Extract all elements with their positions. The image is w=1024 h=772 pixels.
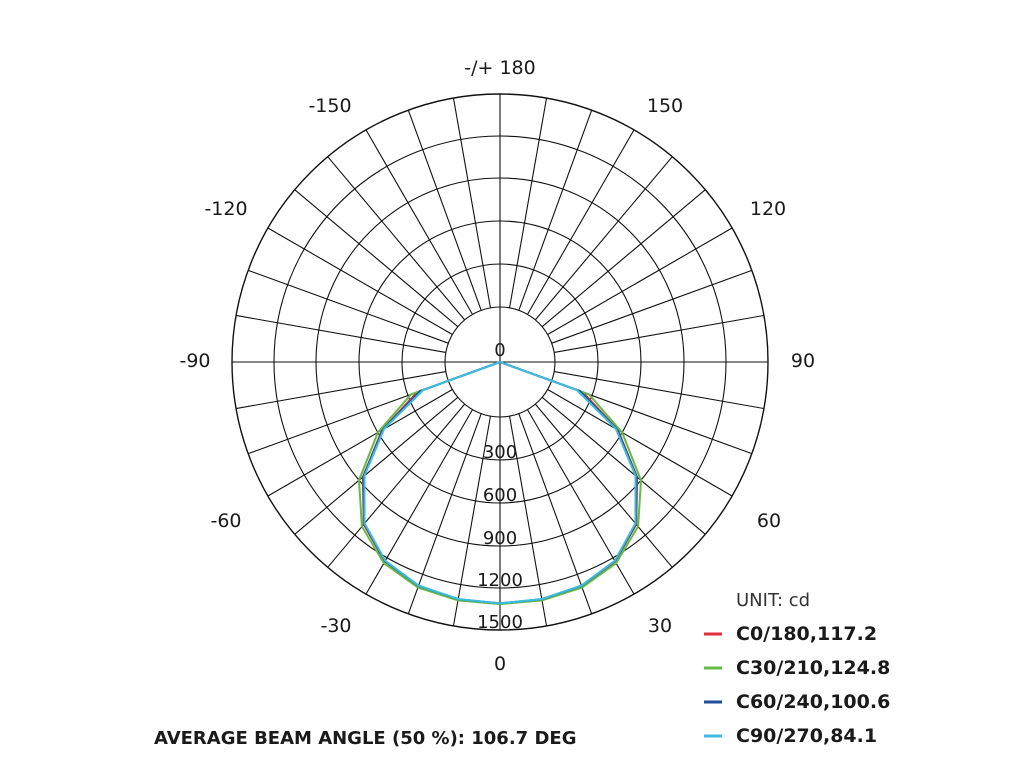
grid-spoke [518, 109, 593, 311]
angle-tick-labels: -/+ 180 150 -150 120 -120 90 -90 60 -60 30 -30 0 [179, 57, 815, 675]
angle-label: -120 [204, 198, 247, 220]
radial-tick-labels: 0 300 600 900 1200 1500 [477, 340, 523, 633]
grid-spoke [554, 371, 765, 410]
angle-label: 150 [647, 95, 683, 117]
angle-label: 0 [494, 653, 506, 675]
radial-tick-label: 300 [483, 442, 517, 463]
angle-label: 90 [791, 350, 815, 372]
grid-spoke [235, 371, 446, 410]
angle-label: 60 [757, 510, 781, 532]
average-beam-angle-caption: AVERAGE BEAM ANGLE (50 %): 106.7 DEG [154, 728, 576, 749]
angle-label: -150 [308, 95, 351, 117]
grid-spoke [407, 413, 482, 615]
angle-label: 30 [648, 615, 672, 637]
grid-spoke [247, 269, 449, 344]
grid-spoke [534, 156, 673, 321]
legend: UNIT: cd C0/180,117.2 C30/210,124.8 C60/24… [704, 590, 890, 747]
grid-spoke [327, 156, 466, 321]
grid-spoke [534, 403, 673, 568]
radial-tick-label: 900 [483, 528, 517, 549]
angle-label: -30 [320, 615, 351, 637]
grid-spoke [407, 109, 482, 311]
grid-spoke [551, 269, 753, 344]
grid-spoke [554, 314, 765, 353]
grid-spoke [235, 314, 446, 353]
grid-spoke [452, 416, 491, 627]
angle-label: -90 [179, 350, 210, 372]
grid-spoke [547, 389, 733, 497]
radial-tick-label: 600 [483, 485, 517, 506]
grid-spoke [527, 129, 635, 315]
grid-spoke [365, 129, 473, 315]
grid-spoke [267, 227, 453, 335]
legend-entry: C90/270,84.1 [736, 725, 877, 747]
legend-entry: C30/210,124.8 [736, 657, 890, 679]
curve-c90 [363, 361, 637, 605]
grid-spoke [452, 97, 491, 308]
radial-tick-label: 1500 [477, 612, 523, 633]
grid-spoke [267, 389, 453, 497]
grid-spoke [294, 396, 459, 535]
radial-tick-label: 1200 [477, 570, 523, 591]
radial-tick-label: 0 [494, 340, 505, 361]
angle-label: 120 [750, 198, 786, 220]
legend-entry: C0/180,117.2 [736, 623, 877, 645]
angle-label: -/+ 180 [464, 57, 535, 79]
polar-grid [231, 93, 769, 631]
grid-spoke [541, 189, 706, 328]
grid-spoke [541, 396, 706, 535]
grid-spoke [509, 416, 548, 627]
unit-label: UNIT: cd [736, 590, 810, 611]
grid-spoke [327, 403, 466, 568]
legend-entry: C60/240,100.6 [736, 691, 890, 713]
grid-spoke [509, 97, 548, 308]
grid-spoke [547, 227, 733, 335]
distribution-curves [357, 361, 643, 606]
grid-spoke [518, 413, 593, 615]
grid-spoke [294, 189, 459, 328]
angle-label: -60 [210, 510, 241, 532]
